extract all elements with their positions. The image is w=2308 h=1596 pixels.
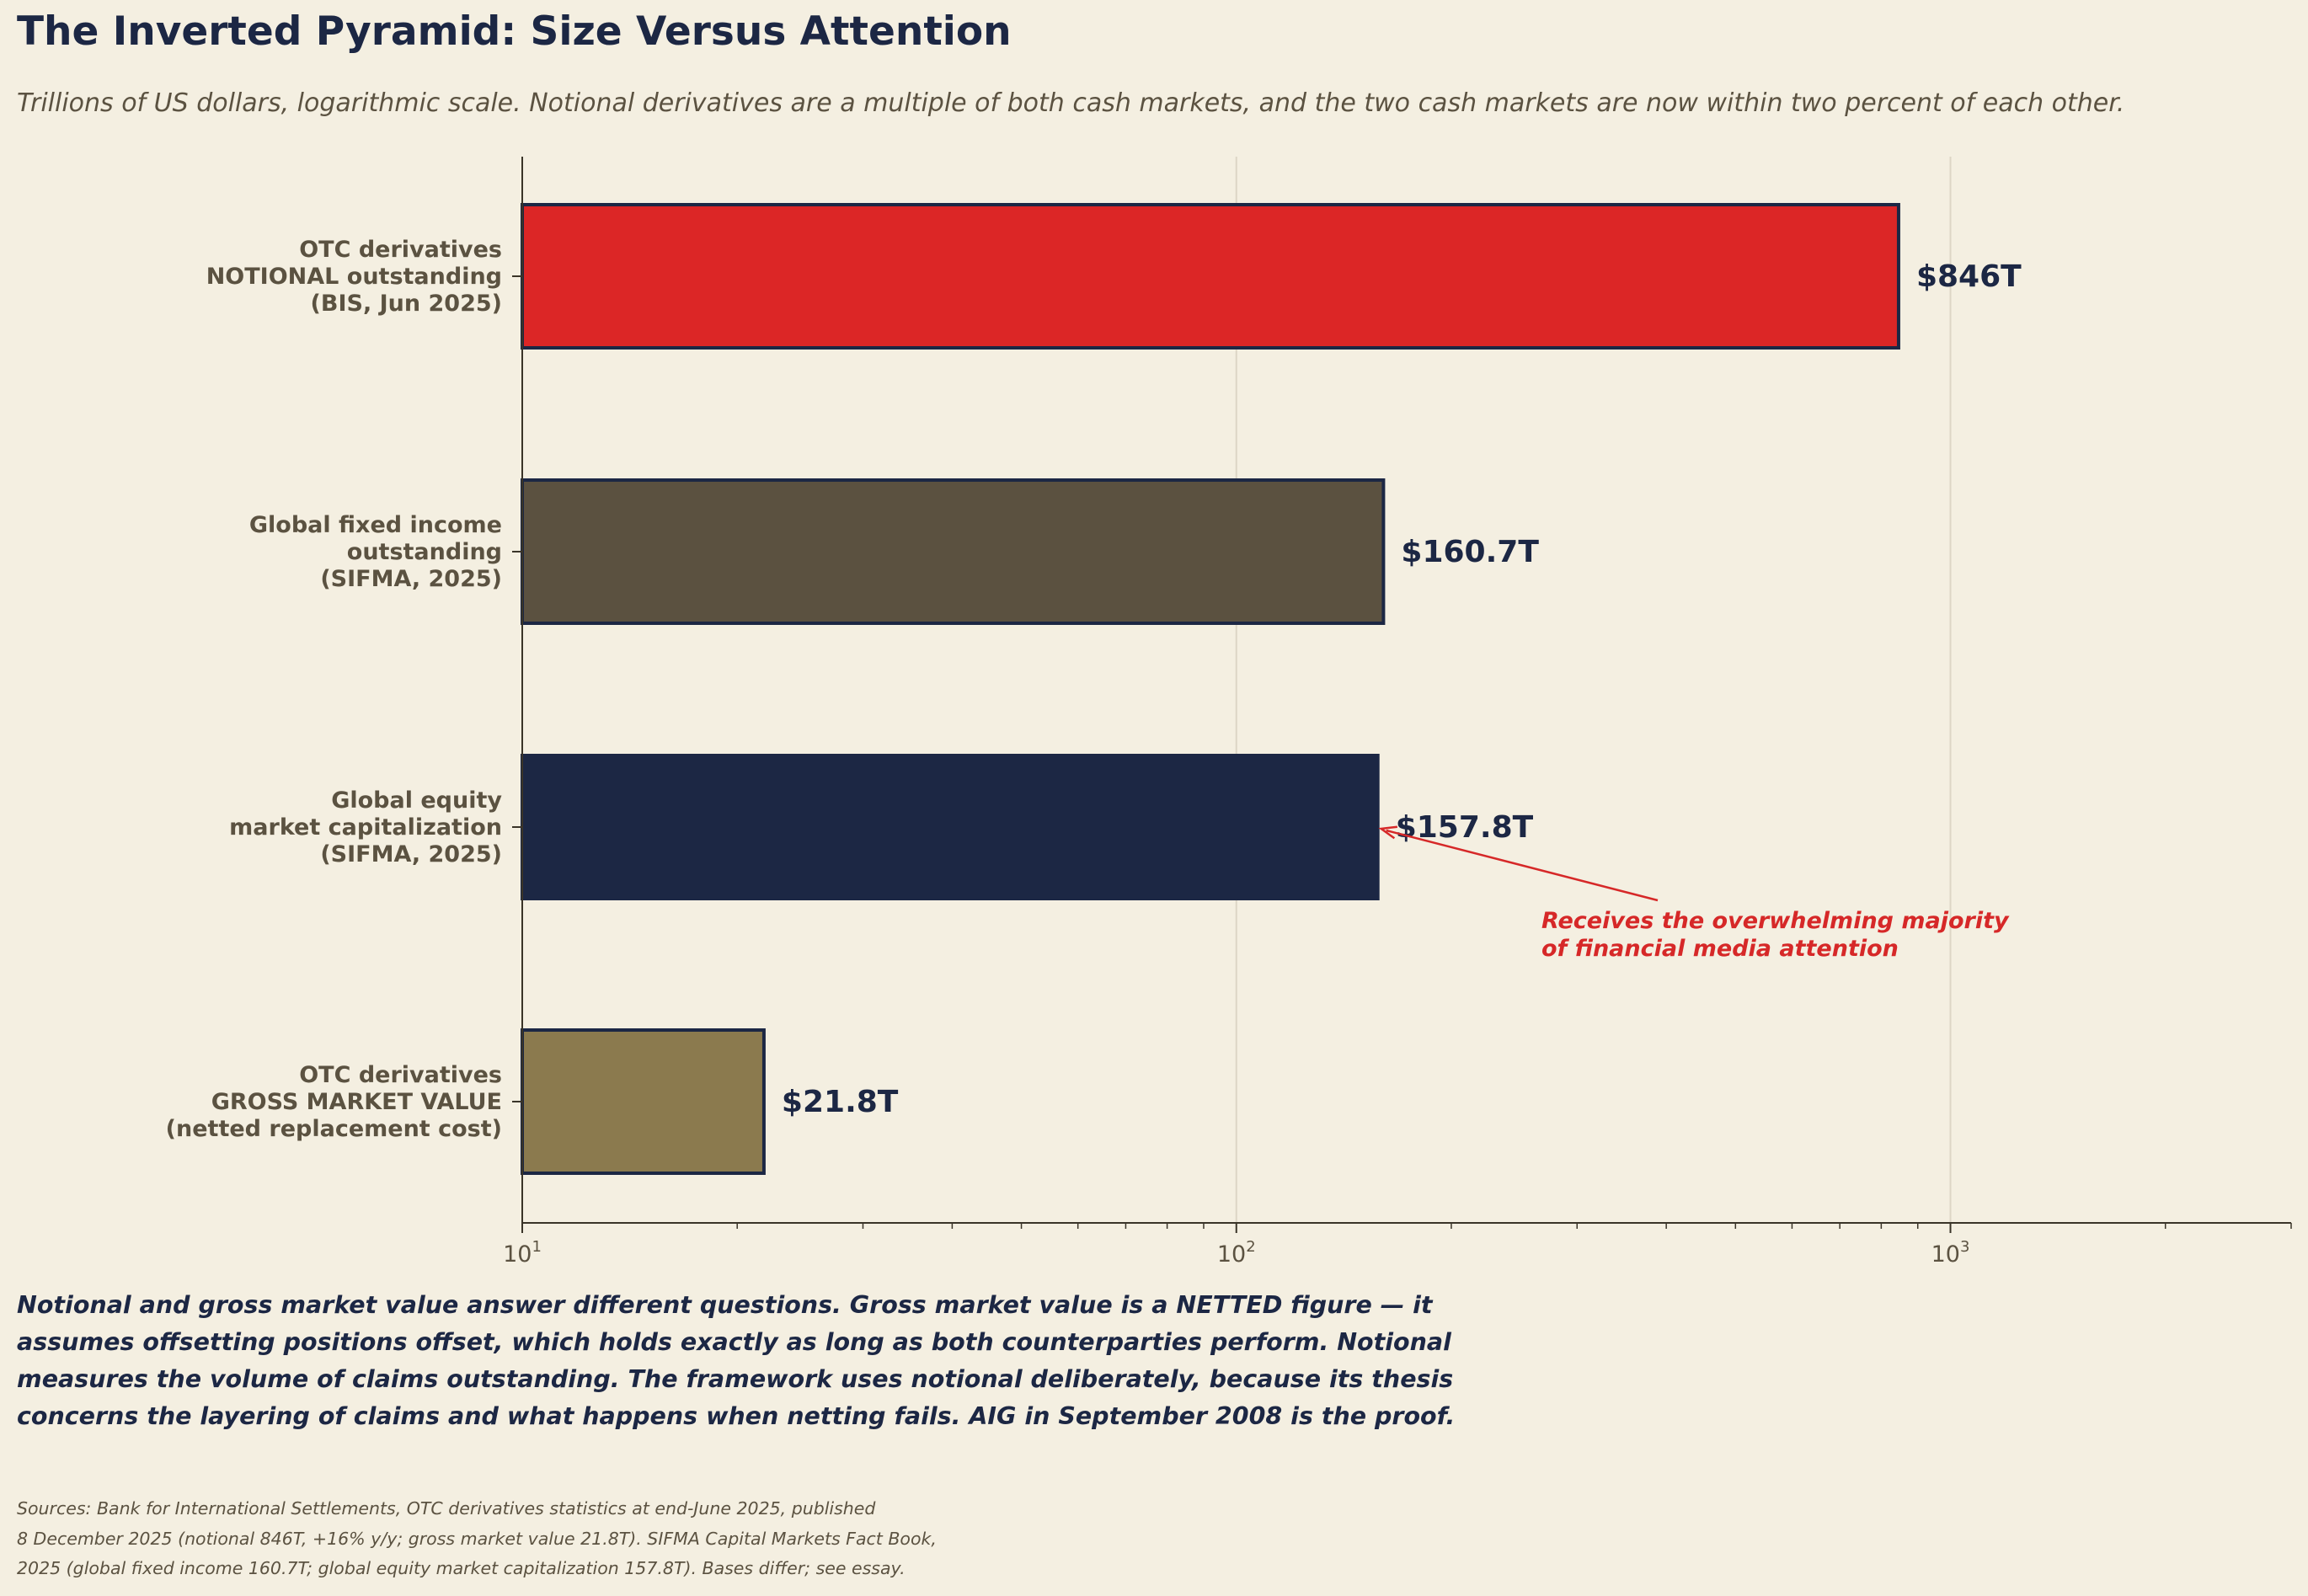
x-tick-label: 103	[1931, 1238, 1970, 1263]
bar	[521, 203, 1900, 350]
source-line: 8 December 2025 (notional 846T, +16% y/y…	[17, 1528, 937, 1549]
category-label: GROSS MARKET VALUE	[211, 1089, 502, 1115]
value-label: $21.8T	[782, 1085, 899, 1119]
category-label: OTC derivatives	[299, 237, 502, 263]
source-line: Sources: Bank for International Settleme…	[17, 1498, 876, 1519]
annotation-arrow	[1386, 829, 1659, 902]
sources-note: Sources: Bank for International Settleme…	[17, 1494, 1028, 1584]
category-label: (BIS, Jun 2025)	[311, 291, 502, 317]
category-label: Global fixed income	[249, 512, 502, 538]
explanatory-note: Notional and gross market value answer d…	[17, 1287, 1483, 1435]
note-line: Notional and gross market value answer d…	[17, 1291, 1433, 1319]
bar	[521, 754, 1380, 900]
category-label: (SIFMA, 2025)	[320, 841, 502, 867]
annotation-text: Receives the overwhelming majority	[1541, 908, 2010, 934]
note-line: assumes offsetting positions offset, whi…	[17, 1328, 1451, 1356]
bar	[521, 478, 1386, 625]
chart-subtitle: Trillions of US dollars, logarithmic sca…	[17, 88, 2125, 118]
category-label: OTC derivatives	[299, 1062, 502, 1088]
category-label: (netted replacement cost)	[166, 1116, 502, 1142]
chart-title: The Inverted Pyramid: Size Versus Attent…	[17, 8, 1012, 55]
x-tick-label: 102	[1217, 1238, 1256, 1263]
category-label: outstanding	[347, 539, 502, 565]
category-label: NOTIONAL outstanding	[206, 264, 502, 290]
category-label: (SIFMA, 2025)	[320, 566, 502, 592]
bar	[521, 1028, 766, 1175]
axes	[521, 157, 2291, 1224]
annotation-arrowhead	[1378, 825, 1398, 840]
note-line: measures the volume of claims outstandin…	[17, 1365, 1454, 1393]
annotation-text: of financial media attention	[1541, 936, 1899, 962]
value-label: $157.8T	[1396, 810, 1534, 845]
x-tick-label: 101	[503, 1238, 542, 1263]
note-line: concerns the layering of claims and what…	[17, 1402, 1456, 1430]
category-label: market capitalization	[229, 814, 502, 841]
value-label: $846T	[1916, 259, 2022, 294]
source-line: 2025 (global fixed income 160.7T; global…	[17, 1558, 906, 1578]
bars	[521, 203, 1900, 1175]
category-label: Global equity	[331, 787, 502, 814]
value-label: $160.7T	[1401, 535, 1539, 569]
x-ticks: 101 102 103	[503, 275, 2292, 1263]
